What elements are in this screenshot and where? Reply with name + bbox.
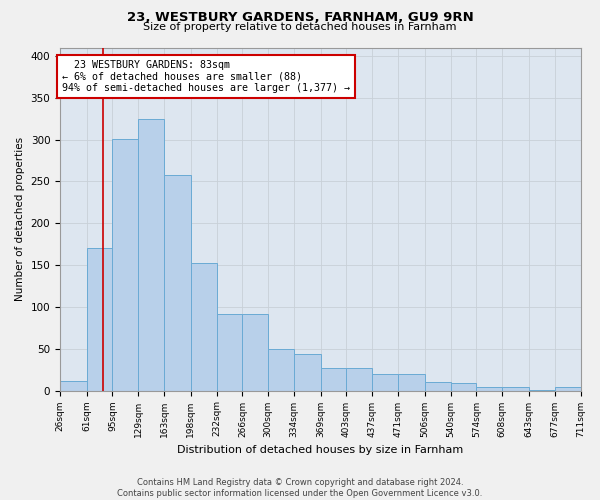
Bar (164, 174, 191, 390)
Text: 23, WESTBURY GARDENS, FARNHAM, GU9 9RN: 23, WESTBURY GARDENS, FARNHAM, GU9 9RN (127, 11, 473, 24)
Bar (554, 387, 581, 390)
Bar (294, 354, 320, 391)
Bar (320, 368, 346, 390)
Bar (398, 374, 425, 390)
Bar (217, 314, 242, 390)
Bar (112, 138, 138, 390)
Bar (60, 380, 86, 390)
Bar (476, 387, 502, 390)
X-axis label: Distribution of detached houses by size in Farnham: Distribution of detached houses by size … (177, 445, 463, 455)
Bar (346, 368, 373, 390)
Bar (138, 118, 164, 390)
Bar (86, 248, 112, 390)
Text: Size of property relative to detached houses in Farnham: Size of property relative to detached ho… (143, 22, 457, 32)
Bar (268, 348, 294, 391)
Bar (242, 314, 268, 390)
Bar (502, 387, 529, 390)
Text: Contains HM Land Registry data © Crown copyright and database right 2024.
Contai: Contains HM Land Registry data © Crown c… (118, 478, 482, 498)
Text: 23 WESTBURY GARDENS: 83sqm
← 6% of detached houses are smaller (88)
94% of semi-: 23 WESTBURY GARDENS: 83sqm ← 6% of detac… (62, 60, 350, 94)
Bar (425, 382, 451, 390)
Bar (373, 374, 398, 390)
Bar (191, 262, 217, 390)
Bar (451, 383, 476, 390)
Y-axis label: Number of detached properties: Number of detached properties (15, 137, 25, 301)
